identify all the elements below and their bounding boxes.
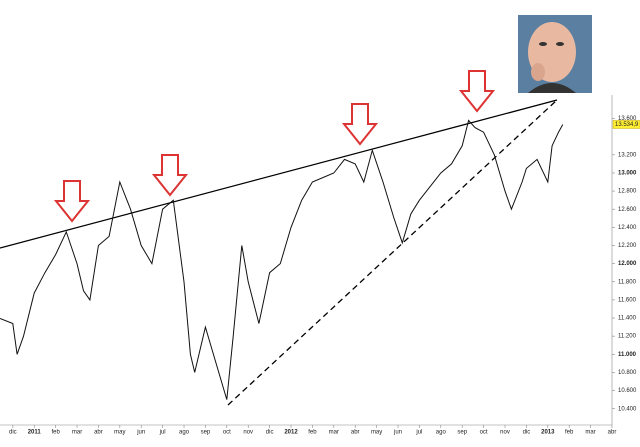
y-tick-label: 12.600 [618, 207, 637, 213]
plot-area: 10.400 10.600 10.800 11.000 11.200 11.400 11.6… [0, 116, 640, 436]
x-tick-label: abr [351, 430, 360, 436]
x-tick-label: dic [523, 430, 531, 436]
x-tick-label: mar [585, 430, 595, 436]
x-tick-label: ago [436, 430, 447, 436]
eye [556, 42, 564, 46]
y-tick-label: 12.800 [618, 189, 637, 195]
x-tick-label: dic [266, 430, 274, 436]
x-tick-label: may [371, 430, 382, 436]
x-tick-label: feb [308, 430, 317, 436]
y-tick-label: 13.000 [618, 171, 637, 177]
x-tick-label: dic [9, 430, 17, 436]
x-tick-label: abr [94, 430, 103, 436]
eye [539, 42, 547, 46]
x-tick-label: mar [329, 430, 339, 436]
arrow [151, 154, 189, 197]
y-tick-label: 11.000 [618, 352, 637, 358]
photo [518, 15, 592, 93]
x-tick-label: nov [500, 430, 510, 436]
x-tick-label: 2012 [284, 430, 298, 436]
x-tick-label: sep [457, 430, 467, 436]
y-tick-label: 10.600 [618, 388, 637, 394]
y-tick-label: 11.400 [618, 316, 637, 322]
x-tick-label: 2011 [28, 430, 42, 436]
x-tick-label: sep [201, 430, 211, 436]
x-tick-label: mar [72, 430, 82, 436]
suit [528, 83, 576, 93]
arrows [53, 70, 496, 223]
x-tick-label: may [114, 430, 125, 436]
x-tick-label: jun [136, 430, 145, 436]
y-tick-label: 12.200 [618, 243, 637, 249]
x-tick-label: oct [480, 430, 488, 436]
x-tick-label: 2013 [541, 430, 555, 436]
price-line [0, 119, 564, 400]
hand [531, 63, 545, 81]
y-tick-label: 10.800 [618, 370, 637, 376]
y-tick-label: 11.200 [618, 334, 637, 340]
x-tick-label: jun [393, 430, 402, 436]
arrow [341, 103, 379, 146]
x-tick-label: jul [159, 430, 166, 436]
y-tick-label: 10.400 [618, 406, 637, 412]
y-tick-label: 12.000 [618, 261, 637, 267]
arrow [53, 180, 91, 223]
arrow [458, 70, 496, 113]
x-tick-label: nov [243, 430, 253, 436]
last-price-label: 13.534,9 [615, 122, 639, 128]
y-tick-label: 13.600 [618, 116, 637, 122]
y-tick-label: 13.200 [618, 152, 637, 158]
x-tick-label: feb [565, 430, 574, 436]
x-tick-label: oct [223, 430, 231, 436]
resistance-line [0, 99, 558, 249]
x-tick-label: jul [415, 430, 422, 436]
y-tick-label: 12.400 [618, 225, 637, 231]
x-tick-label: feb [51, 430, 60, 436]
x-tick-label: ago [179, 430, 190, 436]
support-line [227, 99, 558, 406]
x-tick-label: abr [608, 430, 617, 436]
y-tick-label: 11.600 [618, 297, 637, 303]
last-price-box [612, 120, 640, 129]
y-tick-label: 11.800 [618, 279, 637, 285]
